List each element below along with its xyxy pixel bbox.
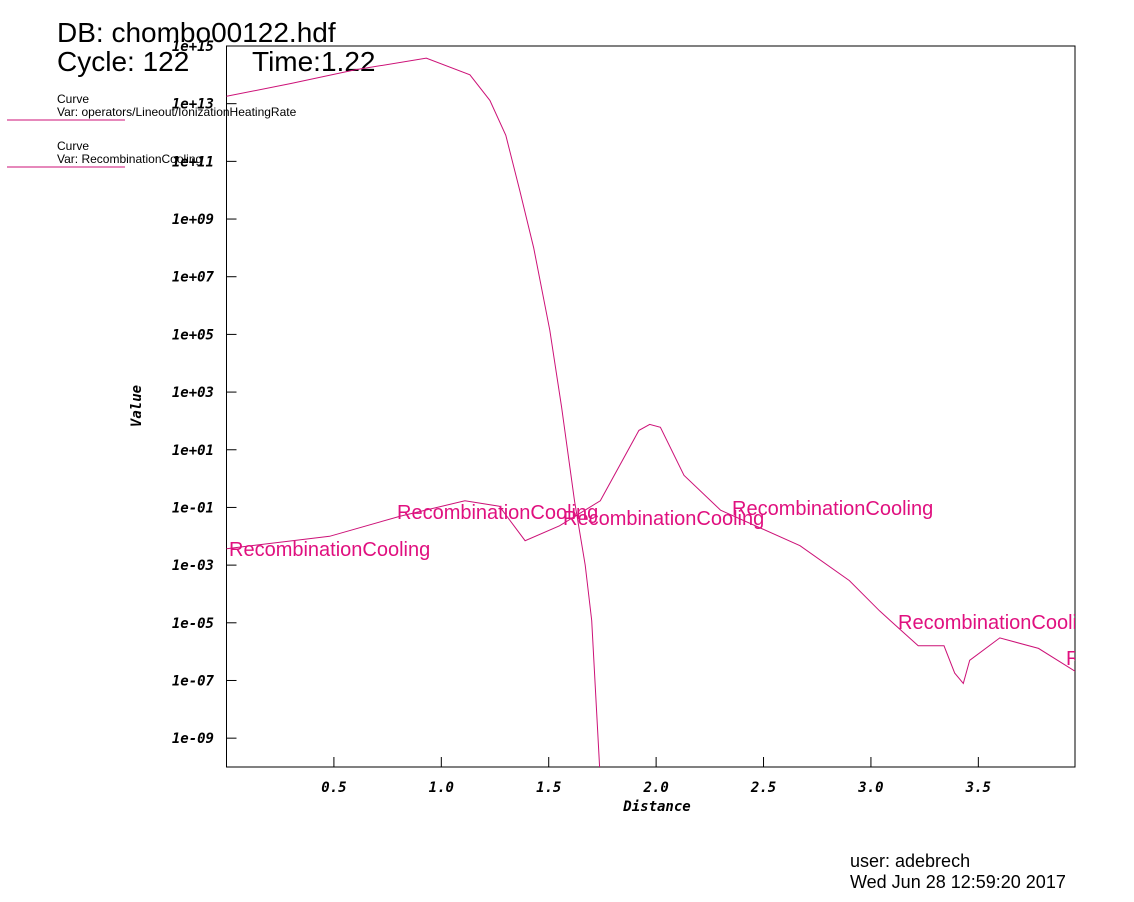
legend-title: Curve: [57, 139, 89, 153]
x-tick-label: 3.5: [965, 780, 991, 796]
time: Time:1.22: [252, 46, 375, 77]
y-tick-label: 1e+01: [172, 443, 214, 459]
legend-entry: Var: operators/Lineout/IonizationHeating…: [57, 105, 297, 119]
y-tick-label: 1e+13: [172, 97, 214, 113]
x-tick-label: 3.0: [857, 780, 883, 796]
y-tick-label: 1e+09: [172, 212, 214, 228]
y-axis-label: Value: [129, 385, 145, 427]
x-tick-label: 2.0: [642, 780, 668, 796]
y-tick-label: 1e+03: [172, 385, 214, 401]
y-tick-label: 1e+11: [172, 154, 214, 170]
db-title: DB: chombo00122.hdf: [57, 17, 336, 48]
y-tick-label: 1e+15: [172, 39, 214, 55]
curve-label: RecombinationCooling: [1066, 648, 1134, 670]
y-tick-label: 1e+07: [172, 270, 215, 286]
x-tick-label: 1.0: [429, 780, 454, 796]
y-tick-label: 1e-09: [172, 731, 214, 747]
curve-label: RecombinationCooling: [898, 612, 1099, 634]
y-tick-label: 1e-07: [172, 673, 215, 689]
plot-frame: [226, 45, 1076, 768]
curve-label: RecombinationCooling: [229, 539, 430, 561]
date: Wed Jun 28 12:59:20 2017: [850, 872, 1066, 892]
x-tick-label: 1.5: [536, 780, 561, 796]
curve-label: RecombinationCooling: [732, 498, 933, 520]
plot-area: RecombinationCoolingRecombinationCooling…: [226, 57, 1134, 767]
user: user: adebrech: [850, 851, 970, 871]
y-tick-label: 1e+05: [172, 327, 214, 343]
y-tick-label: 1e-01: [172, 500, 214, 516]
x-axis-label: Distance: [622, 799, 690, 815]
curve-label: RecombinationCooling: [397, 502, 598, 524]
x-tick-label: 2.5: [750, 780, 776, 796]
x-tick-label: 0.5: [321, 780, 346, 796]
curve: [226, 423, 1075, 685]
y-tick-label: 1e-05: [172, 616, 214, 632]
cycle: Cycle: 122: [57, 46, 189, 77]
legend-entry: Var: RecombinationCooling: [57, 152, 202, 166]
curve-label: RecombinationCooling: [563, 508, 764, 530]
y-tick-label: 1e-03: [172, 558, 214, 574]
legend-title: Curve: [57, 92, 89, 106]
curve: [226, 57, 601, 767]
